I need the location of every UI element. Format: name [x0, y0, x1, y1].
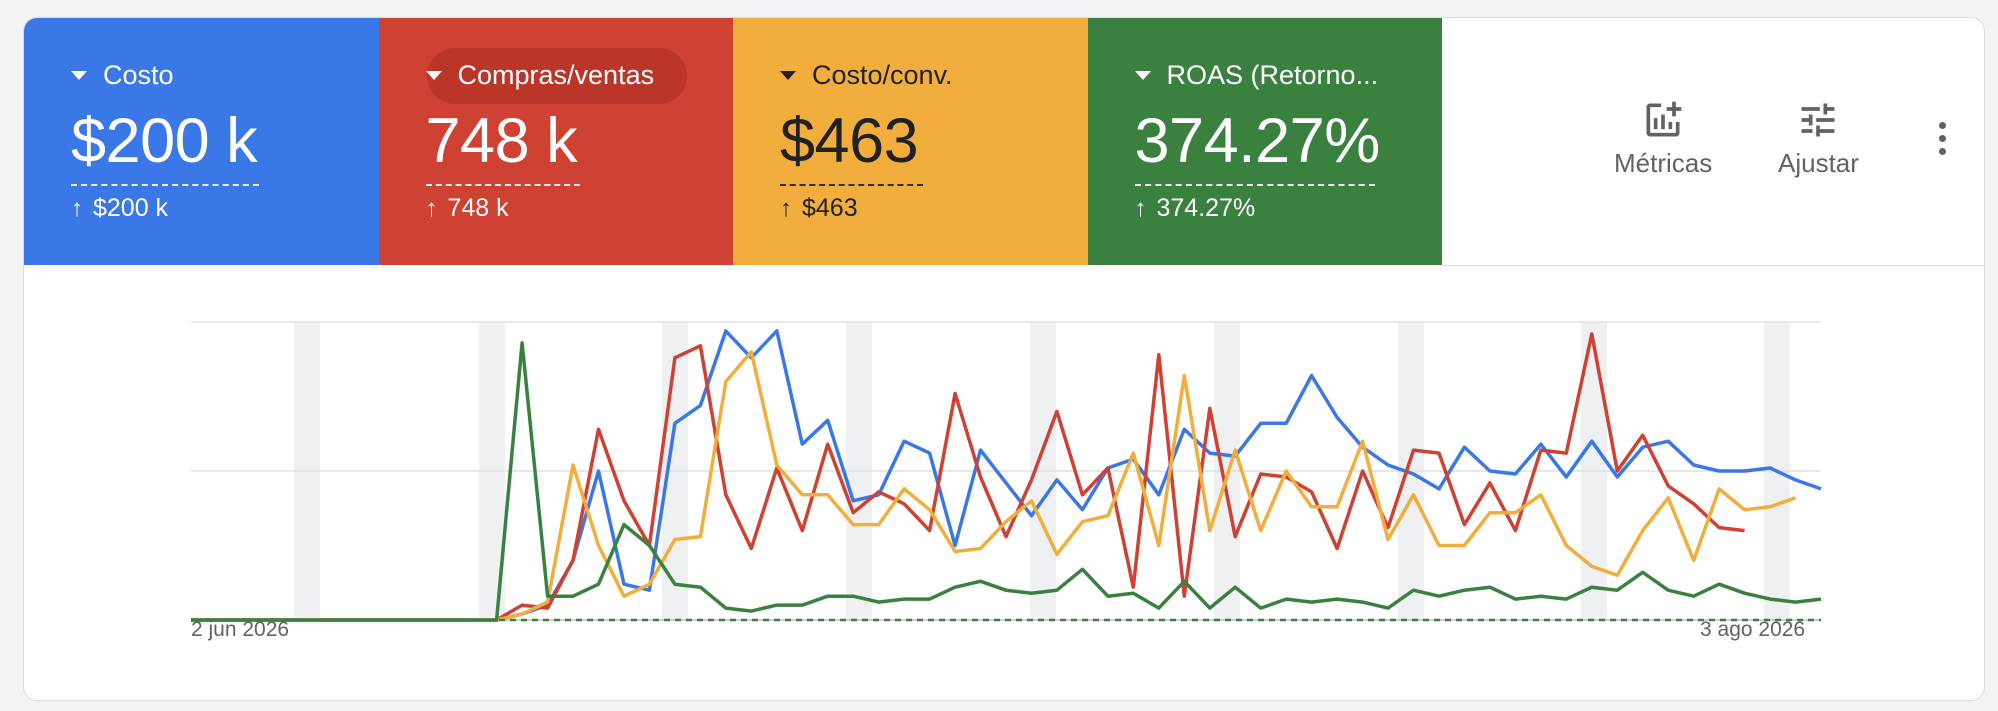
metric-tile-costo-conv[interactable]: Costo/conv. $463 ↑ $463 [733, 18, 1088, 265]
metric-change-value: $200 k [93, 194, 169, 222]
line-chart [191, 321, 1822, 622]
metric-change: ↑ $463 [780, 194, 858, 223]
dashed-underline [425, 184, 580, 186]
adjust-button[interactable]: Ajustar [1778, 98, 1859, 179]
dashed-underline [780, 184, 923, 186]
adjust-label: Ajustar [1778, 148, 1859, 178]
metric-change: ↑ 374.27% [1135, 194, 1256, 223]
metric-change-value: 374.27% [1156, 194, 1256, 222]
metric-change-value: $463 [802, 194, 858, 222]
arrow-up-icon: ↑ [425, 194, 438, 222]
dashed-underline [1134, 184, 1375, 186]
add-chart-icon [1646, 101, 1682, 137]
metric-label: ROAS (Retorno... [1166, 60, 1379, 90]
arrow-drop-down-icon[interactable] [780, 71, 796, 80]
metrics-button[interactable]: Métricas [1614, 98, 1712, 179]
series-line-3[interactable] [191, 341, 1822, 622]
metric-value: 374.27% [1134, 106, 1381, 176]
more-vert-icon[interactable] [1939, 122, 1947, 161]
arrow-up-icon: ↑ [71, 194, 83, 222]
metric-label: Compras/ventas [457, 60, 655, 90]
arrow-up-icon: ↑ [1134, 194, 1147, 222]
tune-icon [1801, 103, 1835, 137]
arrow-drop-down-icon[interactable] [1134, 71, 1151, 80]
metric-value: 748 k [425, 106, 578, 176]
metric-tile-header[interactable]: Costo [71, 60, 174, 91]
metrics-label: Métricas [1614, 148, 1713, 178]
x-axis-start-label: 2 jun 2026 [191, 618, 290, 641]
hover-highlight [426, 48, 687, 104]
series-line-2[interactable] [191, 350, 1797, 622]
arrow-up-icon: ↑ [780, 194, 792, 222]
metric-change: ↑ 748 k [426, 194, 509, 223]
x-axis-end-label: 3 ago 2026 [1700, 618, 1806, 641]
metric-tile-header[interactable]: ROAS (Retorno... [1134, 60, 1379, 91]
performance-card: Costo $200 k ↑ $200 k Compras/ventas 748… [23, 17, 1985, 701]
metric-tile-costo[interactable]: Costo $200 k ↑ $200 k [24, 18, 379, 265]
arrow-drop-down-icon[interactable] [71, 71, 87, 80]
metric-tile-roas[interactable]: ROAS (Retorno... 374.27% ↑ 374.27% [1087, 18, 1442, 265]
series-line-0[interactable] [191, 329, 1822, 622]
chart-toolbar: Métricas Ajustar [1442, 18, 1984, 266]
metric-tile-compras[interactable]: Compras/ventas 748 k ↑ 748 k [378, 18, 733, 265]
metric-label: Costo/conv. [812, 60, 953, 90]
metric-tile-header[interactable]: Compras/ventas [425, 60, 655, 91]
metric-change: ↑ $200 k [71, 194, 168, 223]
arrow-drop-down-icon[interactable] [425, 71, 442, 80]
metric-change-value: 748 k [447, 194, 509, 222]
metric-value: $463 [780, 106, 919, 176]
metric-label: Costo [103, 60, 174, 90]
dashed-underline [71, 184, 259, 186]
series-line-1[interactable] [191, 332, 1745, 622]
metric-value: $200 k [71, 106, 258, 176]
chart-area: 2 jun 2026 3 ago 2026 [24, 266, 1984, 700]
metric-tile-header[interactable]: Costo/conv. [780, 60, 953, 91]
metric-tiles: Costo $200 k ↑ $200 k Compras/ventas 748… [24, 18, 1442, 265]
